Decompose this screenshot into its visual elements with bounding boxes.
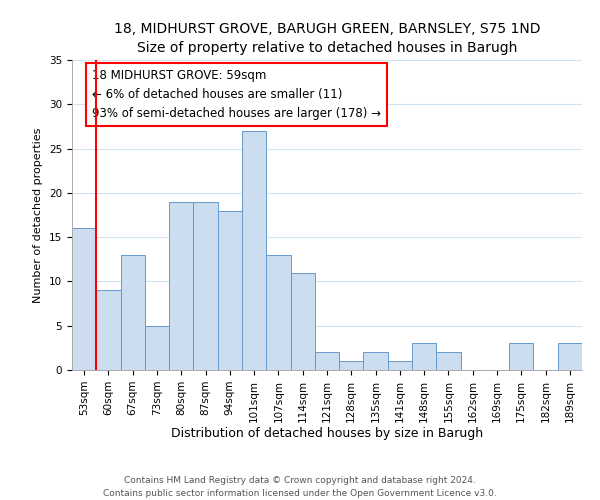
Bar	[145, 326, 169, 370]
Bar	[315, 352, 339, 370]
Bar	[509, 344, 533, 370]
Bar	[436, 352, 461, 370]
Bar	[388, 361, 412, 370]
Bar	[169, 202, 193, 370]
Bar	[558, 344, 582, 370]
Text: Contains HM Land Registry data © Crown copyright and database right 2024.
Contai: Contains HM Land Registry data © Crown c…	[103, 476, 497, 498]
Title: 18, MIDHURST GROVE, BARUGH GREEN, BARNSLEY, S75 1ND
Size of property relative to: 18, MIDHURST GROVE, BARUGH GREEN, BARNSL…	[114, 22, 540, 54]
Text: 18 MIDHURST GROVE: 59sqm
← 6% of detached houses are smaller (11)
93% of semi-de: 18 MIDHURST GROVE: 59sqm ← 6% of detache…	[92, 70, 382, 120]
Bar	[290, 272, 315, 370]
Bar	[121, 255, 145, 370]
Bar	[412, 344, 436, 370]
Bar	[193, 202, 218, 370]
X-axis label: Distribution of detached houses by size in Barugh: Distribution of detached houses by size …	[171, 428, 483, 440]
Bar	[218, 210, 242, 370]
Bar	[242, 131, 266, 370]
Y-axis label: Number of detached properties: Number of detached properties	[34, 128, 43, 302]
Bar	[72, 228, 96, 370]
Bar	[96, 290, 121, 370]
Bar	[364, 352, 388, 370]
Bar	[266, 255, 290, 370]
Bar	[339, 361, 364, 370]
